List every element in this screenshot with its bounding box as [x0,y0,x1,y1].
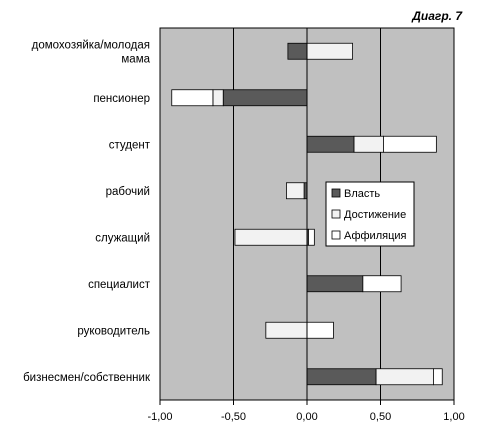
bar-0-series-0 [287,42,308,60]
bar-6-series-1 [265,321,308,339]
category-label-3: рабочий [106,186,150,198]
legend-label-dostizhenie: Достижение [344,209,406,221]
legend-label-vlast: Власть [344,188,380,200]
bar-3-series-1 [286,182,305,200]
bar-1-series-0 [222,89,308,107]
bar-7-series-2 [433,368,443,386]
category-label-0-line-1: мама [121,53,150,65]
x-axis: -1,00 -0,50 0,00 0,50 1,00 [147,400,465,423]
bar-5-series-0 [306,275,364,293]
category-label-6: руководитель [77,325,150,337]
legend-label-affiliatsiya: Аффиляция [344,230,407,242]
legend-swatch-affiliatsiya [331,230,341,240]
bar-2-series-2 [383,135,437,153]
legend-swatch-dostizhenie [331,209,341,219]
x-tick-label-1: -0,50 [221,411,246,423]
bar-1-series-2 [171,89,214,107]
category-label-0-line-0: домохозяйка/молодая [32,39,150,51]
category-label-7: бизнесмен/собственник [23,372,151,384]
bar-7-series-1 [375,368,434,386]
legend-swatch-vlast [331,188,341,198]
bar-4-series-2 [308,228,315,246]
category-label-5: специалист [88,279,151,291]
bar-0-series-1 [306,42,353,60]
legend: Власть Достижение Аффиляция [325,181,415,247]
category-label-4: служащий [95,232,150,244]
bars [171,28,443,400]
bar-1-series-1 [212,89,224,107]
x-tick-label-3: 0,50 [370,411,391,423]
bar-7-series-0 [306,368,377,386]
legend-box [325,181,415,247]
figure-label: Диагр. 7 [411,9,463,23]
bar-6-series-2 [306,321,334,339]
x-tick-label-2: 0,00 [296,411,317,423]
bar-5-series-2 [362,275,402,293]
bar-2-series-0 [306,135,355,153]
x-tick-label-4: 1,00 [443,411,464,423]
bar-2-series-1 [353,135,384,153]
category-label-2: студент [109,139,151,151]
category-label-1: пенсионер [93,93,150,105]
bar-4-series-1 [234,228,308,246]
x-tick-label-0: -1,00 [147,411,172,423]
category-labels: домохозяйка/молодая мама пенсионер студент р… [23,39,151,384]
